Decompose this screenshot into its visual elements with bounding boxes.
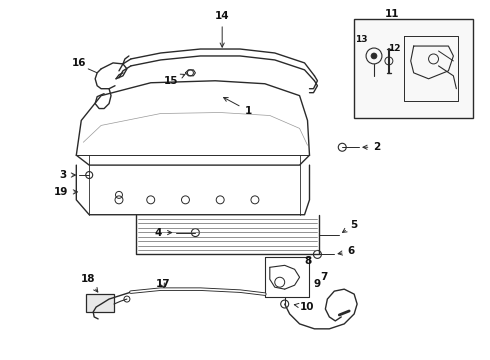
Text: 11: 11	[385, 9, 399, 19]
Bar	[86, 294, 114, 312]
Text: 7: 7	[320, 272, 328, 282]
Text: 10: 10	[294, 302, 315, 312]
Text: 6: 6	[338, 247, 355, 256]
Text: 15: 15	[163, 74, 185, 86]
Text: 3: 3	[60, 170, 75, 180]
Text: 17: 17	[155, 279, 170, 289]
Text: 5: 5	[343, 220, 358, 233]
Text: 19: 19	[54, 187, 77, 197]
Bar	[354, 19, 473, 118]
Text: 12: 12	[388, 44, 400, 53]
Circle shape	[371, 53, 377, 59]
Text: 4: 4	[155, 228, 172, 238]
Text: 9: 9	[314, 279, 321, 289]
Text: 18: 18	[81, 274, 98, 292]
Text: 14: 14	[215, 11, 229, 47]
Text: 1: 1	[223, 98, 251, 116]
Text: 16: 16	[72, 58, 87, 68]
Text: 8: 8	[304, 256, 311, 266]
Text: 2: 2	[363, 142, 381, 152]
Text: 13: 13	[355, 35, 368, 44]
